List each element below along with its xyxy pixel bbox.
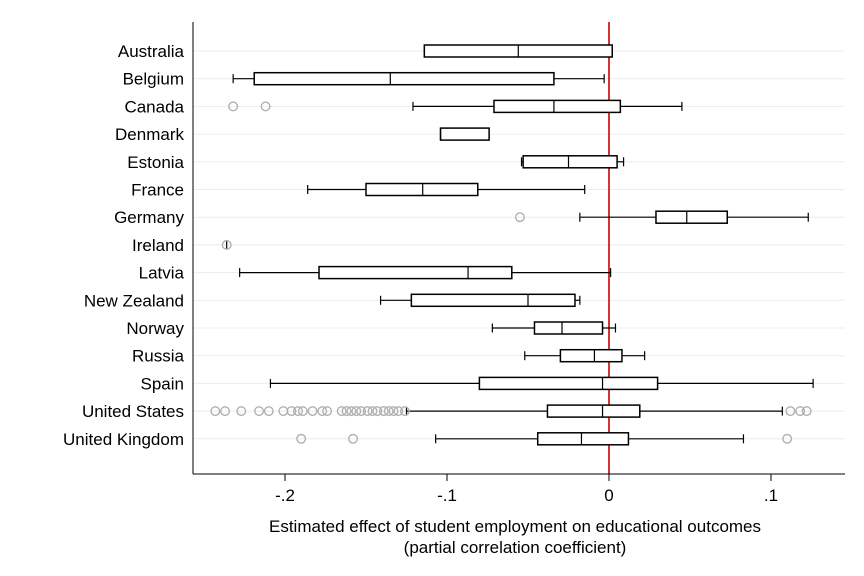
iqr-box <box>655 210 729 224</box>
outlier-point <box>336 406 347 417</box>
iqr-box <box>546 404 641 418</box>
box-norway <box>491 321 617 335</box>
iqr-box <box>478 376 659 391</box>
category-label-belgium: Belgium <box>123 70 184 89</box>
outlier-point <box>362 406 373 417</box>
outlier-point <box>785 406 796 417</box>
iqr-box <box>533 321 604 335</box>
iqr-box <box>365 182 479 197</box>
box-united-kingdom <box>435 432 745 446</box>
box-france <box>307 182 586 197</box>
category-label-denmark: Denmark <box>115 125 184 144</box>
iqr-box <box>318 265 513 280</box>
iqr-box <box>410 293 576 308</box>
box-belgium <box>232 71 605 86</box>
category-label-new-zealand: New Zealand <box>84 291 184 310</box>
iqr-box <box>559 348 623 363</box>
outlier-point <box>341 406 352 417</box>
iqr-box <box>439 127 490 141</box>
outlier-point <box>236 406 247 417</box>
category-label-estonia: Estonia <box>127 153 184 172</box>
outlier-point <box>210 406 221 417</box>
outlier-point <box>221 239 232 250</box>
category-labels: Australia Belgium Canada Denmark Estonia Fran… <box>63 42 185 449</box>
outliers-layer <box>210 101 812 444</box>
category-label-united-states: United States <box>82 402 184 421</box>
outlier-point <box>393 406 404 417</box>
category-label-latvia: Latvia <box>139 264 185 283</box>
outlier-point <box>307 406 318 417</box>
outlier-point <box>292 406 303 417</box>
iqr-box <box>536 432 630 446</box>
outlier-point <box>782 433 793 444</box>
outlier-point <box>351 406 362 417</box>
category-label-united-kingdom: United Kingdom <box>63 430 184 449</box>
box-australia <box>423 44 613 58</box>
category-label-australia: Australia <box>118 42 185 61</box>
outlier-point <box>260 101 271 112</box>
outlier-point <box>378 406 389 417</box>
box-russia <box>524 348 646 363</box>
iqr-box <box>253 71 555 86</box>
box-estonia <box>520 155 625 169</box>
outlier-point <box>322 406 333 417</box>
box-denmark <box>439 127 490 141</box>
outlier-point <box>383 406 394 417</box>
outlier-point <box>220 406 231 417</box>
outlier-point <box>297 406 308 417</box>
category-label-spain: Spain <box>141 374 184 393</box>
outlier-point <box>317 406 328 417</box>
category-label-ireland: Ireland <box>132 236 184 255</box>
outlier-point <box>514 212 525 223</box>
category-label-france: France <box>131 181 184 200</box>
x-axis: -.2 -.1 0 .1 <box>192 22 845 505</box>
category-label-norway: Norway <box>126 319 184 338</box>
outlier-point <box>388 406 399 417</box>
outlier-point <box>286 406 297 417</box>
box-germany <box>579 210 809 224</box>
outlier-point <box>254 406 265 417</box>
outlier-point <box>367 406 378 417</box>
x-tick-label: 0 <box>604 486 613 505</box>
category-label-russia: Russia <box>132 347 185 366</box>
outlier-point <box>346 406 357 417</box>
category-label-canada: Canada <box>124 97 184 116</box>
category-label-germany: Germany <box>114 208 184 227</box>
box-new-zealand <box>379 293 581 308</box>
outlier-point <box>795 406 806 417</box>
outlier-point <box>348 433 359 444</box>
box-spain <box>269 376 814 391</box>
iqr-box <box>493 99 622 114</box>
x-tick-label: -.1 <box>437 486 457 505</box>
outlier-point <box>399 406 410 417</box>
box-canada <box>412 99 683 114</box>
boxes-layer <box>226 44 814 446</box>
x-axis-title-line2: (partial correlation coefficient) <box>404 538 627 557</box>
outlier-point <box>372 406 383 417</box>
box-united-states <box>405 404 783 418</box>
x-tick-label: -.2 <box>275 486 295 505</box>
outlier-point <box>801 406 812 417</box>
outlier-point <box>296 433 307 444</box>
x-axis-title-line1: Estimated effect of student employment o… <box>269 517 761 536</box>
iqr-box <box>522 155 618 169</box>
x-tick-label: .1 <box>764 486 778 505</box>
box-latvia <box>239 265 612 280</box>
outlier-point <box>356 406 367 417</box>
outlier-point <box>228 101 239 112</box>
outlier-point <box>263 406 274 417</box>
